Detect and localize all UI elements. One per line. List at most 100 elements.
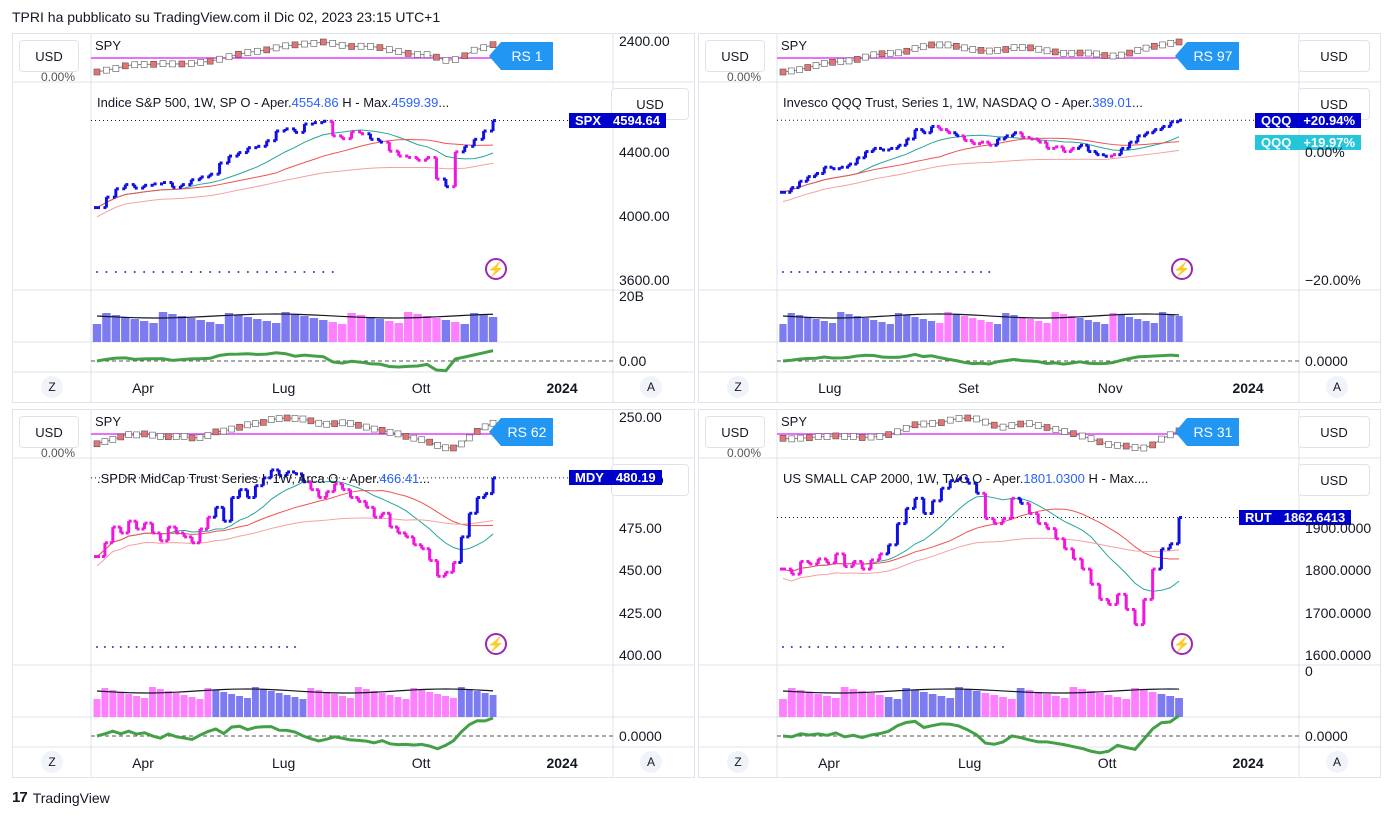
rs-candle xyxy=(323,420,331,428)
volume-bar xyxy=(205,322,215,342)
currency-button[interactable]: USD xyxy=(705,40,765,72)
main-currency-button[interactable]: USD xyxy=(1298,464,1370,496)
auto-scale-a-button[interactable]: A xyxy=(1326,376,1348,398)
signal-dot xyxy=(826,646,829,648)
bolt-icon[interactable]: ⚡ xyxy=(485,258,508,280)
signal-dot xyxy=(975,646,978,648)
volume-bar xyxy=(328,322,337,342)
currency-button[interactable]: USD xyxy=(19,416,79,448)
volume-bar xyxy=(955,687,963,717)
chart-panel-1[interactable]: USD SPY 0.00% RS 1 2400.00 USD Indice S&P 500,… xyxy=(12,33,695,403)
signal-dot xyxy=(782,646,784,648)
x-axis-tick: Nov xyxy=(1097,380,1123,396)
volume-bar xyxy=(469,313,479,342)
auto-scale-z-button[interactable]: Z xyxy=(41,376,63,398)
rs-candle xyxy=(1142,44,1150,52)
signal-dot xyxy=(896,646,899,648)
chart-panel-2[interactable]: USD SPY 0.00% RS 97 USD USD Invesco QQQ Trust,… xyxy=(698,33,1381,403)
auto-scale-z-button[interactable]: Z xyxy=(727,376,749,398)
ma-line-20 xyxy=(782,137,1180,193)
auto-scale-a-button[interactable]: A xyxy=(1326,751,1348,773)
rs-candle xyxy=(903,47,911,55)
x-axis-tick: Ott xyxy=(1097,755,1117,771)
volume-bar xyxy=(779,324,787,342)
signal-dot xyxy=(218,271,221,273)
rs-candle xyxy=(829,59,836,66)
signal-dot xyxy=(262,646,265,648)
signal-dot xyxy=(222,646,225,648)
currency-button[interactable]: USD xyxy=(19,40,79,72)
rs-candle xyxy=(263,46,271,54)
currency-button-right[interactable]: USD xyxy=(1298,40,1370,72)
rs-candle xyxy=(307,417,315,425)
y-axis-tick: 450.00 xyxy=(619,562,662,579)
y-axis-tick: 3600.00 xyxy=(619,272,670,288)
volume-bar xyxy=(1131,688,1139,717)
rs-candle xyxy=(902,425,910,432)
signal-dot xyxy=(270,646,273,648)
currency-button-right[interactable]: USD xyxy=(1298,416,1370,448)
signal-dot xyxy=(905,646,908,648)
rs-candle xyxy=(125,431,132,439)
rs-candle xyxy=(216,55,223,63)
series-legend: US SMALL CAP 2000, 1W, TVC O - Aper.1801… xyxy=(783,471,1148,486)
rs-candle xyxy=(172,433,180,441)
currency-button[interactable]: USD xyxy=(705,416,765,448)
x-axis-tick: Ott xyxy=(411,755,431,771)
volume-bar xyxy=(426,692,434,717)
volume-bar xyxy=(441,320,451,342)
volume-bar xyxy=(370,691,378,717)
volume-bar xyxy=(323,692,331,717)
bolt-icon[interactable]: ⚡ xyxy=(1171,258,1194,280)
rs-candle xyxy=(1087,435,1095,443)
legend-ellipsis: ... xyxy=(419,471,431,486)
rs-candle xyxy=(788,435,796,443)
rs-candle xyxy=(885,431,892,438)
tradingview-footer[interactable]: 17 TradingView xyxy=(12,789,110,806)
rs-candle xyxy=(1134,47,1142,54)
rs-candle xyxy=(1043,424,1051,431)
signal-dot xyxy=(167,646,170,648)
signal-dot xyxy=(199,271,202,273)
tradingview-logo: 17 xyxy=(12,789,28,806)
auto-scale-a-button[interactable]: A xyxy=(640,751,662,773)
rs-candle xyxy=(93,68,101,76)
volume-bar xyxy=(102,313,111,342)
last-price-value: 480.19 xyxy=(609,470,662,486)
indicator-axis-tick: 0.0000 xyxy=(619,728,662,744)
rs-candle xyxy=(944,41,952,49)
auto-scale-z-button[interactable]: Z xyxy=(41,751,63,773)
bolt-icon[interactable]: ⚡ xyxy=(485,633,508,655)
rs-pane-cut-label: 0.00% xyxy=(727,446,762,460)
series-legend: Invesco QQQ Trust, Series 1, 1W, NASDAQ … xyxy=(783,95,1143,110)
volume-bar xyxy=(911,317,919,342)
rs-candle xyxy=(329,40,337,47)
auto-scale-z-button[interactable]: Z xyxy=(727,751,749,773)
rs-spy-line xyxy=(96,417,494,449)
volume-bar xyxy=(309,318,319,342)
volume-bar xyxy=(1092,322,1101,342)
volume-bar xyxy=(1139,690,1148,717)
rs-candle xyxy=(228,425,235,433)
bolt-icon[interactable]: ⚡ xyxy=(1171,633,1194,655)
x-axis-tick: 2024 xyxy=(1232,380,1264,396)
volume-bar xyxy=(1076,318,1084,342)
rs-symbol: SPY xyxy=(95,414,122,429)
rs-candle xyxy=(1096,438,1104,446)
volume-bar xyxy=(224,313,234,342)
signal-dot xyxy=(230,646,233,648)
signal-dot xyxy=(971,271,974,273)
rs-candle xyxy=(814,433,822,440)
indicator-axis-tick: 0.00 xyxy=(619,353,647,369)
brand-name: TradingView xyxy=(32,789,110,806)
rs-candle xyxy=(1150,42,1158,50)
volume-bar xyxy=(331,694,339,717)
rs-candle xyxy=(386,428,394,436)
chart-panel-4[interactable]: USD SPY 0.00% RS 31 USD USD US SMALL CAP 2000,… xyxy=(698,409,1381,778)
rs-rank-badge: RS 31 xyxy=(1175,418,1239,446)
volume-bar xyxy=(840,687,849,717)
auto-scale-a-button[interactable]: A xyxy=(640,376,662,398)
rs-candle xyxy=(188,434,196,442)
volume-bar xyxy=(944,312,952,342)
